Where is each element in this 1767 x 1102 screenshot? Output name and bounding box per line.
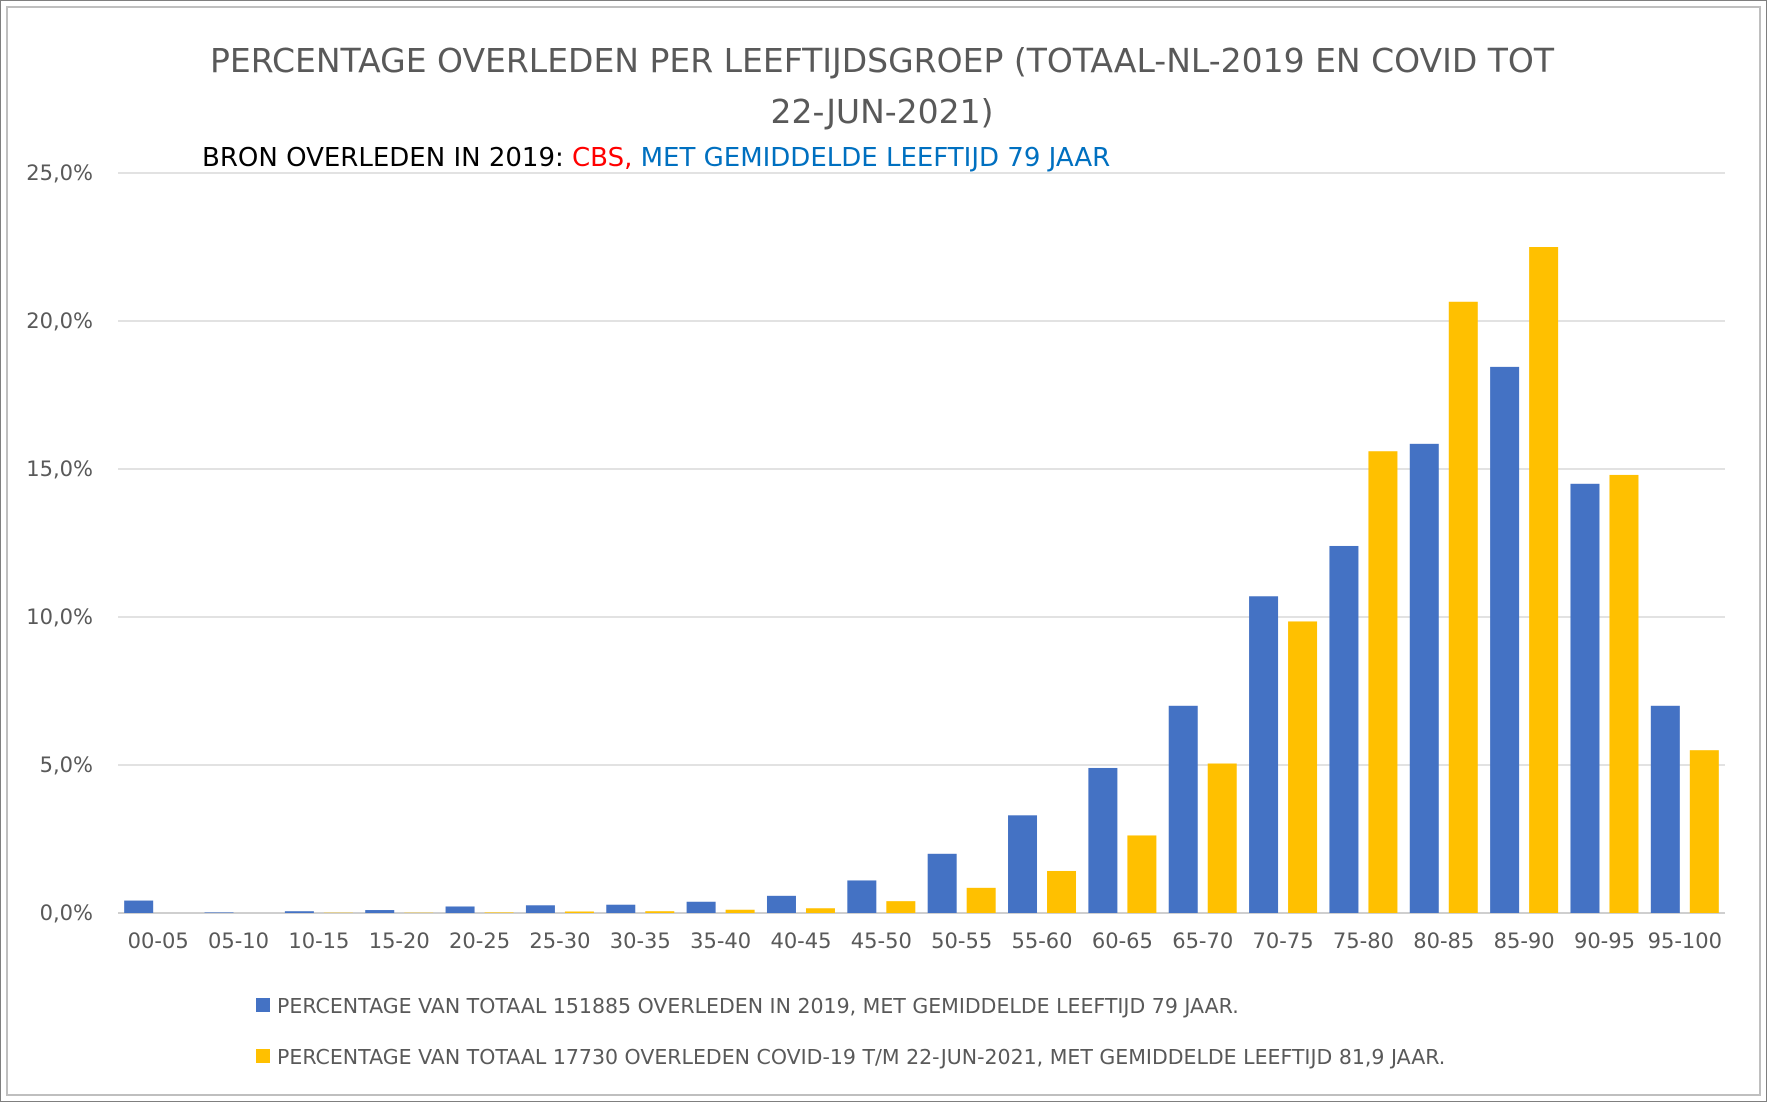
bar-2019 (1168, 705, 1198, 913)
bar-2019 (686, 901, 716, 913)
bar-2019 (1650, 705, 1680, 913)
x-tick-label: 70-75 (1253, 929, 1314, 953)
subtitle-source: BRON OVERLEDEN IN 2019: (202, 143, 572, 173)
y-tick-label: 0,0% (40, 901, 93, 925)
chart-title-line2: 22-JUN-2021) (770, 92, 993, 131)
x-tick-label: 35-40 (690, 929, 751, 953)
y-tick-label: 25,0% (26, 161, 93, 185)
bar-2019 (1490, 366, 1520, 913)
bar-2019 (1008, 815, 1038, 913)
bar-2019 (1570, 483, 1600, 913)
bar-2019 (1409, 443, 1439, 913)
bar-2019 (525, 905, 555, 913)
y-tick-label: 5,0% (40, 753, 93, 777)
bar-2019 (445, 906, 475, 913)
subtitle-mean-age: MET GEMIDDELDE LEEFTIJD 79 JAAR (632, 143, 1110, 173)
y-axis-ticks: 0,0% 5,0% 10,0% 15,0% 20,0% 25,0% (26, 161, 93, 925)
subtitle-cbs: CBS, (572, 143, 632, 173)
chart-subtitle: BRON OVERLEDEN IN 2019: CBS, MET GEMIDDE… (202, 143, 1110, 173)
x-tick-label: 45-50 (851, 929, 912, 953)
legend: PERCENTAGE VAN TOTAAL 151885 OVERLEDEN I… (256, 994, 1445, 1069)
bar-covid (1047, 870, 1077, 913)
x-tick-label: 55-60 (1012, 929, 1073, 953)
bar-covid (645, 911, 675, 913)
x-tick-label: 15-20 (369, 929, 430, 953)
x-tick-label: 75-80 (1333, 929, 1394, 953)
bar-2019 (124, 900, 154, 913)
y-tick-label: 15,0% (26, 457, 93, 481)
x-tick-label: 80-85 (1413, 929, 1474, 953)
bar-2019 (204, 912, 234, 913)
legend-label-2019: PERCENTAGE VAN TOTAAL 151885 OVERLEDEN I… (277, 994, 1239, 1018)
bar-covid (564, 911, 594, 913)
bar-2019 (766, 895, 796, 913)
bar-2019 (1329, 545, 1359, 913)
bar-2019 (1249, 596, 1279, 913)
bar-2019 (365, 910, 395, 913)
bar-2019 (606, 904, 636, 913)
legend-label-covid: PERCENTAGE VAN TOTAAL 17730 OVERLEDEN CO… (277, 1045, 1445, 1069)
bar-covid (1609, 474, 1639, 913)
x-tick-label: 30-35 (610, 929, 671, 953)
legend-swatch-covid (256, 1049, 270, 1063)
chart-title-line1: PERCENTAGE OVERLEDEN PER LEEFTIJDSGROEP … (210, 41, 1555, 80)
bar-covid (1288, 621, 1318, 913)
bar-2019 (847, 880, 877, 913)
y-tick-label: 20,0% (26, 309, 93, 333)
bar-covid (1529, 247, 1559, 913)
x-tick-label: 05-10 (208, 929, 269, 953)
bar-covid (966, 887, 996, 913)
bar-covid (725, 909, 755, 913)
gridlines (118, 172, 1725, 914)
x-tick-label: 20-25 (449, 929, 510, 953)
bar-covid (1689, 750, 1719, 913)
bar-covid (1207, 763, 1237, 913)
x-tick-label: 60-65 (1092, 929, 1153, 953)
bars (124, 247, 1719, 913)
legend-swatch-2019 (256, 998, 270, 1012)
x-tick-label: 65-70 (1172, 929, 1233, 953)
x-tick-label: 85-90 (1494, 929, 1555, 953)
bar-2019 (284, 911, 314, 913)
x-tick-label: 95-100 (1648, 929, 1722, 953)
bar-covid (805, 908, 835, 913)
bar-2019 (1088, 767, 1118, 913)
bar-covid (484, 912, 514, 913)
bar-covid (1448, 301, 1478, 913)
x-tick-label: 10-15 (288, 929, 349, 953)
x-tick-label: 50-55 (931, 929, 992, 953)
bar-2019 (927, 853, 957, 913)
x-axis-ticks: 00-05 05-10 10-15 15-20 20-25 25-30 30-35 35-40… (128, 929, 1722, 953)
bar-covid (1368, 451, 1398, 913)
x-tick-label: 00-05 (128, 929, 189, 953)
x-tick-label: 90-95 (1574, 929, 1635, 953)
bar-covid (1127, 835, 1157, 913)
x-tick-label: 25-30 (529, 929, 590, 953)
y-tick-label: 10,0% (26, 605, 93, 629)
bar-covid (886, 901, 916, 913)
x-tick-label: 40-45 (770, 929, 831, 953)
